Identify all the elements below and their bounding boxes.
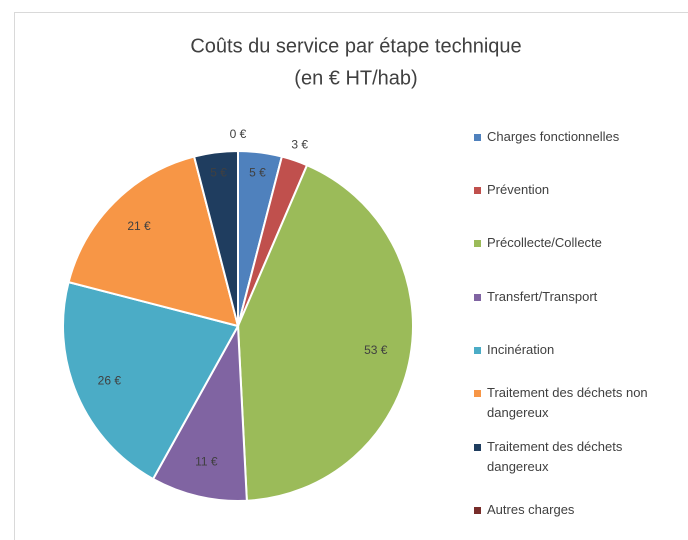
pie-slice xyxy=(67,155,240,328)
legend-label: Charges fonctionnelles xyxy=(487,129,620,144)
legend-label: Précollecte/Collecte xyxy=(487,235,602,250)
legend-swatch xyxy=(474,507,481,514)
legend-swatch xyxy=(474,444,481,451)
data-label: 11 € xyxy=(195,455,218,469)
legend-item: Autres charges xyxy=(474,500,684,520)
chart-title: Coûts du service par étape technique xyxy=(190,35,521,57)
pie-slice xyxy=(62,280,240,481)
data-label: 5 € xyxy=(249,165,266,179)
legend-swatch xyxy=(474,294,481,301)
data-label: 5 € xyxy=(210,165,227,179)
legend-item: Traitement des déchets dangereux xyxy=(474,437,684,477)
legend-swatch xyxy=(474,240,481,247)
data-label: 3 € xyxy=(291,137,308,151)
legend-label: Prévention xyxy=(487,182,550,197)
legend-label: Traitement des déchets non dangereux xyxy=(487,385,648,420)
data-label: 0 € xyxy=(230,127,247,141)
legend-label: Autres charges xyxy=(487,502,575,517)
pie-slice xyxy=(236,163,414,502)
legend-item: Charges fonctionnelles xyxy=(474,127,684,147)
legend-label: Transfert/Transport xyxy=(487,289,598,304)
legend-swatch xyxy=(474,187,481,194)
pie-slice xyxy=(151,322,248,502)
legend-label: Incinération xyxy=(487,342,555,357)
legend-item: Prévention xyxy=(474,180,684,200)
legend-item: Traitement des déchets non dangereux xyxy=(474,383,684,423)
legend-item: Transfert/Transport xyxy=(474,287,684,307)
data-label: 21 € xyxy=(127,219,151,233)
legend-swatch xyxy=(474,390,481,397)
legend-item: Incinération xyxy=(474,340,684,360)
data-label: 53 € xyxy=(364,343,388,357)
legend-swatch xyxy=(474,134,481,141)
legend-swatch xyxy=(474,347,481,354)
legend-item: Précollecte/Collecte xyxy=(474,233,684,253)
data-label: 26 € xyxy=(98,373,122,387)
legend-label: Traitement des déchets dangereux xyxy=(487,439,623,474)
chart-subtitle: (en € HT/hab) xyxy=(294,67,417,89)
